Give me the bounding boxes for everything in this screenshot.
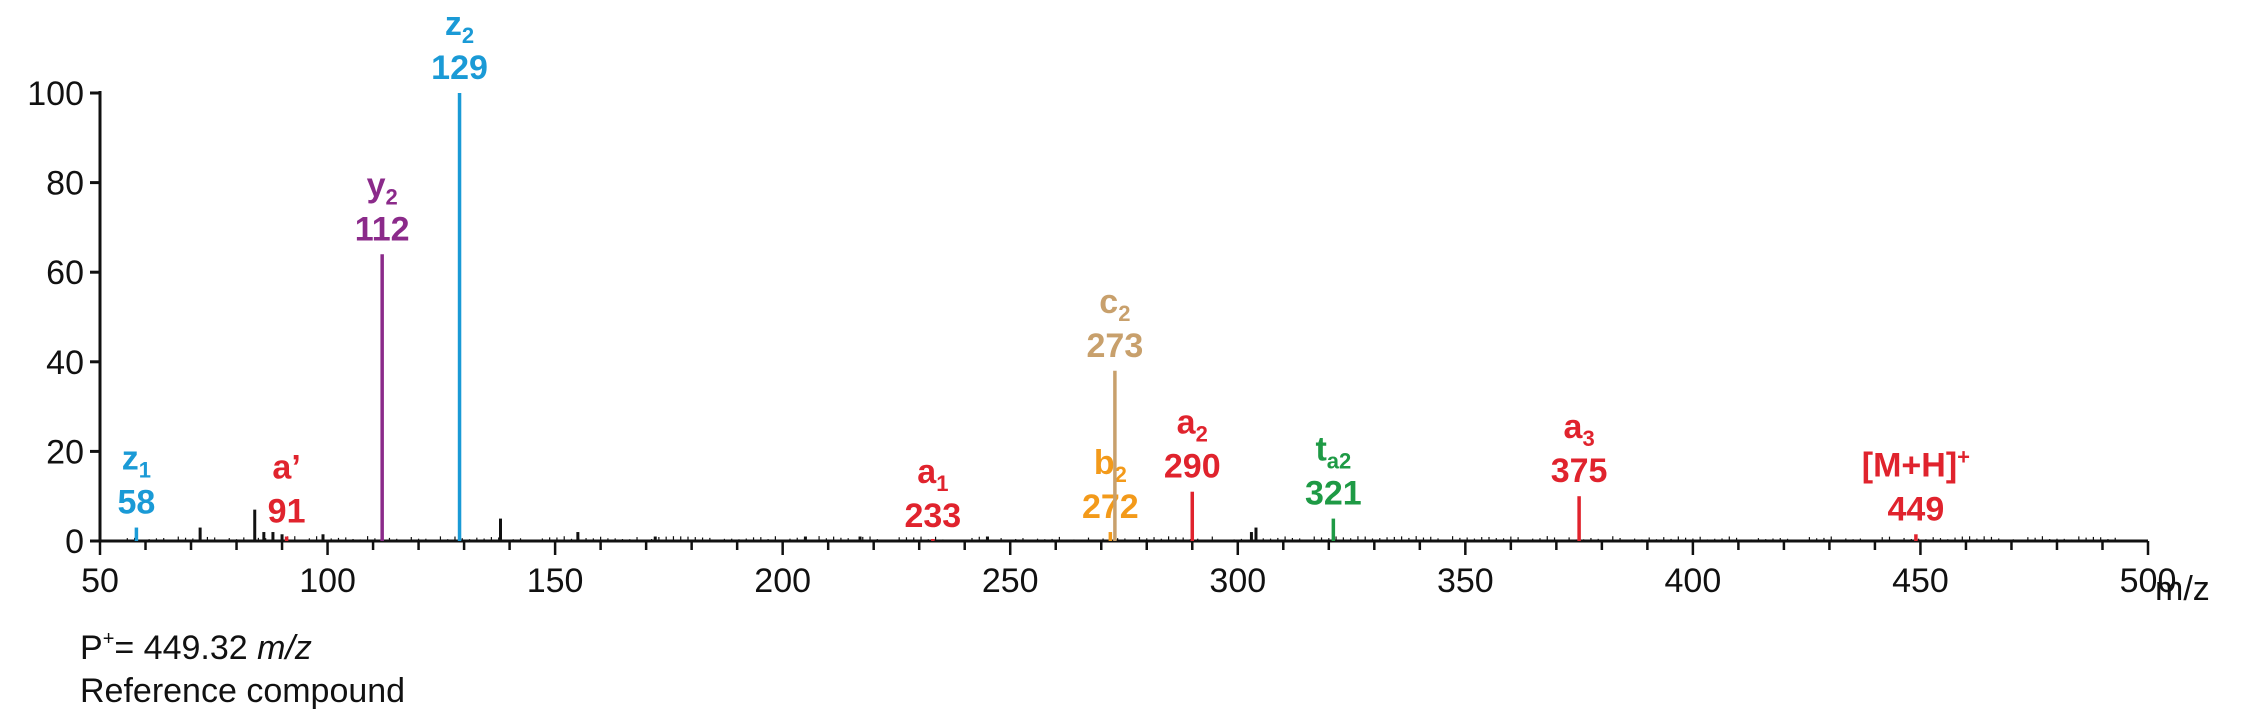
x-tick-label: 250	[982, 562, 1039, 600]
peak-mz-label: 233	[904, 497, 961, 535]
x-tick-label: 500	[2120, 562, 2177, 600]
peak-ion-label: z1	[122, 440, 151, 483]
peak-mz-label: 321	[1305, 475, 1362, 513]
compound-caption: Reference compound	[80, 672, 405, 711]
peak-ion-label: z2	[445, 5, 474, 48]
peak-mz-label: 273	[1087, 327, 1144, 365]
peak-mz-label: 290	[1164, 448, 1221, 486]
ion-value: = 449.32	[114, 629, 258, 667]
peak-ion-label: a3	[1564, 408, 1595, 451]
peak-ion-label: c2	[1099, 283, 1130, 326]
x-tick-label: 150	[527, 562, 584, 600]
peak-ion-label: a’	[272, 449, 300, 487]
ion-prefix: P	[80, 629, 103, 667]
y-tick-label: 100	[27, 75, 84, 113]
x-tick-label: 350	[1437, 562, 1494, 600]
peak-mz-label: 58	[117, 484, 155, 522]
peak-ion-label: ta2	[1315, 431, 1351, 474]
x-tick-label: 100	[299, 562, 356, 600]
peak-mz-label: 449	[1888, 490, 1945, 528]
peak-mz-label: 129	[431, 49, 488, 87]
peak-ion-label: y2	[367, 166, 398, 209]
x-axis-unit: m/z	[2155, 570, 2210, 608]
x-tick-label: 200	[754, 562, 811, 600]
peak-ion-label: a1	[917, 453, 948, 496]
y-tick-label: 80	[46, 165, 84, 203]
x-tick-label: 300	[1209, 562, 1266, 600]
compound-name: Reference compound	[80, 672, 406, 710]
ion-charge: +	[102, 628, 115, 650]
peak-mz-label: 112	[355, 210, 410, 248]
peak-mz-label: 375	[1551, 452, 1608, 490]
x-tick-label: 450	[1892, 562, 1949, 600]
peak-ion-label: a2	[1177, 404, 1208, 447]
x-tick-label: 50	[81, 562, 119, 600]
precursor-ion-caption: P+= 449.32 m/z	[80, 628, 312, 668]
peak-mz-label: 91	[268, 493, 306, 531]
y-tick-label: 0	[65, 523, 84, 561]
y-tick-label: 20	[46, 433, 84, 471]
x-tick-label: 400	[1665, 562, 1722, 600]
y-tick-label: 40	[46, 344, 84, 382]
peak-ion-label: b2	[1094, 444, 1127, 487]
ion-unit: m/z	[257, 629, 312, 667]
peak-mz-label: 272	[1082, 488, 1139, 526]
y-tick-label: 60	[46, 254, 84, 292]
axes-group: 0 20 40 60 80 100 50 100 150 200 250 300 350 400 450 50…	[27, 75, 2176, 600]
peak-ion-label: [M+H]+	[1862, 444, 1970, 484]
